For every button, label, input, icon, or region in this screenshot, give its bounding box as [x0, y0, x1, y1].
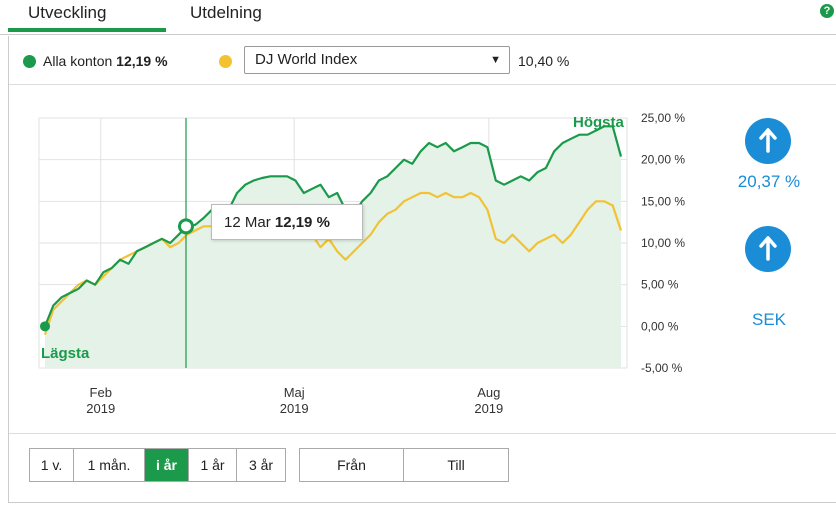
legend-main: Alla konton 12,19 %	[43, 53, 168, 69]
total-return-value: 20,37 %	[737, 172, 801, 191]
help-icon[interactable]: ?	[820, 4, 834, 18]
period-selector: 1 v. 1 mån. i år 1 år 3 år	[29, 448, 286, 482]
from-date-button[interactable]: Från	[300, 449, 404, 481]
tab-utveckling[interactable]: Utveckling	[8, 0, 166, 32]
high-label: Högsta	[573, 114, 624, 131]
chevron-down-icon: ▼	[490, 54, 501, 66]
compare-index-select[interactable]: DJ World Index ▼	[244, 46, 510, 74]
to-date-button[interactable]: Till	[447, 457, 465, 473]
y-tick-label: 5,00 %	[641, 278, 679, 292]
y-tick-label: 20,00 %	[641, 153, 685, 167]
y-tick-label: 15,00 %	[641, 194, 685, 208]
tooltip-value: 12,19 %	[274, 214, 330, 231]
legend-main-label: Alla konton	[43, 53, 113, 69]
arrow-up-icon[interactable]	[745, 118, 791, 164]
tab-utveckling-label: Utveckling	[28, 3, 107, 22]
period-button-3ar[interactable]: 3 år	[248, 457, 274, 473]
x-tick-month: Maj	[284, 385, 305, 400]
date-range-selector: Från Till	[299, 448, 509, 482]
y-tick-label: 10,00 %	[641, 236, 685, 250]
compare-value: 10,40 %	[518, 53, 570, 69]
divider	[9, 433, 836, 434]
x-tick-year: 2019	[86, 401, 115, 416]
chart-tooltip: 12 Mar 12,19 %	[211, 204, 363, 240]
period-button-1man[interactable]: 1 mån.	[74, 449, 145, 481]
low-label: Lägsta	[41, 345, 90, 362]
legend-main-value: 12,19 %	[116, 53, 168, 69]
period-button-1v[interactable]: 1 v.	[30, 449, 74, 481]
x-tick-year: 2019	[280, 401, 309, 416]
chart-panel: Alla konton 12,19 % DJ World Index ▼ 10,…	[8, 36, 836, 503]
series-dot-main	[23, 55, 36, 68]
tab-bar: Utveckling Utdelning ?	[0, 0, 836, 35]
compare-index-selected: DJ World Index	[255, 51, 358, 68]
y-tick-label: 25,00 %	[641, 111, 685, 125]
x-tick-year: 2019	[474, 401, 503, 416]
x-tick-month: Feb	[90, 385, 112, 400]
arrow-up-icon[interactable]	[745, 226, 791, 272]
tooltip-date: 12 Mar	[224, 214, 271, 231]
period-button-iar[interactable]: i år	[145, 449, 189, 481]
y-tick-label: -5,00 %	[641, 361, 683, 375]
crosshair-marker	[178, 218, 194, 235]
tab-utdelning-label: Utdelning	[190, 3, 262, 22]
tab-utdelning[interactable]: Utdelning	[190, 0, 262, 28]
x-tick-month: Aug	[477, 385, 500, 400]
series-dot-compare	[219, 55, 232, 68]
series-fill-area	[45, 126, 621, 368]
currency-label: SEK	[751, 310, 787, 329]
low-point-marker	[40, 321, 50, 332]
y-tick-label: 0,00 %	[641, 319, 679, 333]
legend-bar: Alla konton 12,19 % DJ World Index ▼ 10,…	[9, 36, 836, 85]
performance-chart[interactable]: 25,00 % 20,00 % 15,00 % 10,00 % 5,00 % 0,00 %…	[9, 36, 836, 431]
period-button-1ar[interactable]: 1 år	[189, 449, 237, 481]
series-line-main	[43, 125, 623, 327]
